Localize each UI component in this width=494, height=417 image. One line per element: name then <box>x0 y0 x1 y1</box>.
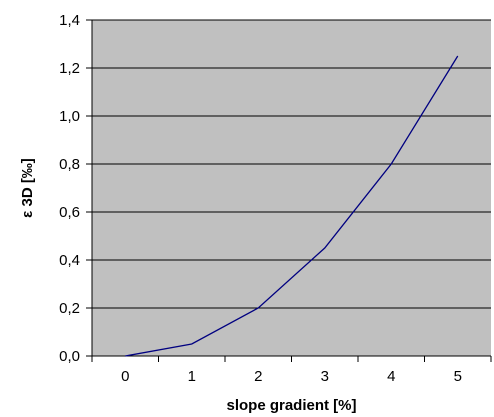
axes <box>86 19 492 362</box>
series-layer <box>125 55 459 357</box>
plot-area <box>92 20 491 356</box>
y-tick-label: 1,4 <box>59 12 80 29</box>
y-tick-labels: 0,0 0,2 0,4 0,6 0,8 1,0 1,2 1,4 <box>59 12 80 365</box>
y-axis-title: ε 3D [‰] <box>19 158 36 218</box>
x-tick-label: 3 <box>321 368 329 385</box>
x-tick-label: 5 <box>454 368 462 385</box>
y-tick-label: 0,4 <box>59 252 80 269</box>
y-tick-label: 0,2 <box>59 300 80 317</box>
x-tick-label: 4 <box>387 368 395 385</box>
x-axis-title: slope gradient [%] <box>226 397 356 414</box>
gridlines <box>92 19 491 309</box>
y-tick-label: 0,0 <box>59 348 80 365</box>
x-tick-label: 1 <box>188 368 196 385</box>
series-line-0 <box>125 55 459 357</box>
x-tick-labels: 0 1 2 3 4 5 <box>121 368 462 385</box>
x-tick-label: 0 <box>121 368 129 385</box>
y-tick-label: 1,0 <box>59 108 80 125</box>
y-tick-label: 0,6 <box>59 204 80 221</box>
y-tick-label: 0,8 <box>59 156 80 173</box>
x-tick-label: 2 <box>254 368 262 385</box>
y-tick-label: 1,2 <box>59 60 80 77</box>
